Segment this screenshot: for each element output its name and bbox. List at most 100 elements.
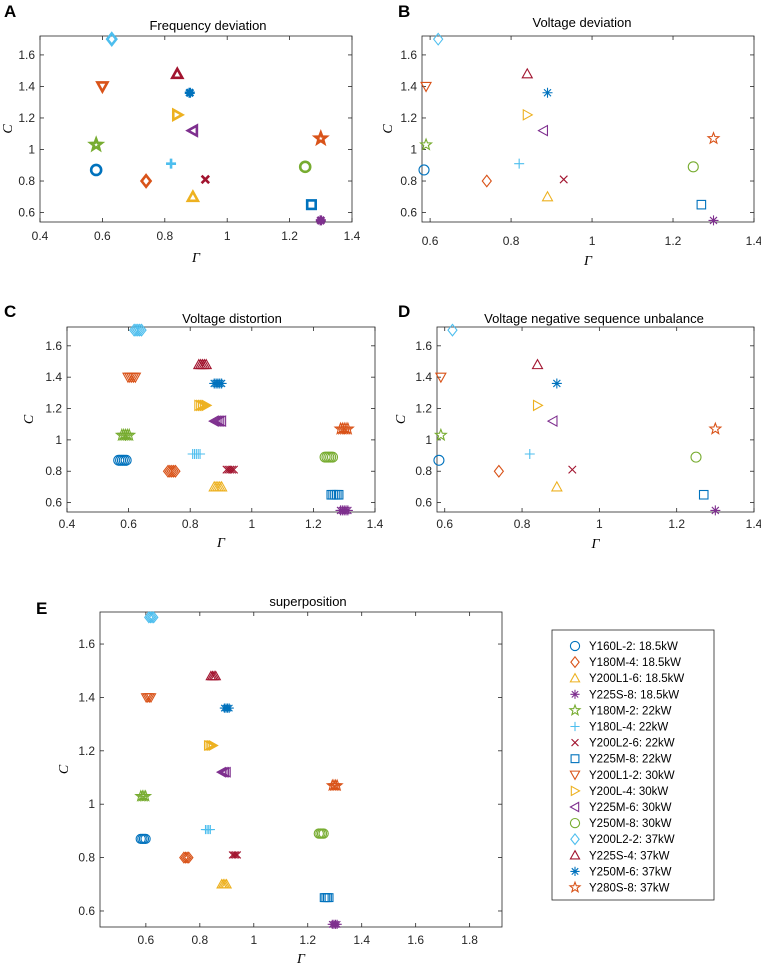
data-point-y250m-6 (224, 703, 234, 713)
x-tick-label: 1.8 (461, 933, 478, 947)
legend-entry: Y225S-4: 37kW (589, 850, 670, 862)
data-point-y200l2-2 (136, 323, 147, 337)
data-point-y200l2-6 (559, 175, 568, 184)
data-point-y225s-4 (521, 67, 534, 79)
data-point-y200l1-6 (221, 878, 233, 889)
data-point-y160l-2 (433, 454, 445, 466)
data-point-y225m-8 (328, 489, 338, 500)
data-point-y280s-8 (708, 421, 723, 435)
data-point-y250m-8 (298, 160, 312, 174)
data-point-y160l-2 (418, 164, 430, 176)
x-tick-label: 1.2 (299, 933, 316, 947)
legend-entry: Y225M-8: 22kW (589, 754, 672, 766)
y-tick-label: 1 (410, 142, 417, 156)
y-tick-label: 1 (28, 142, 35, 156)
data-point-y180m-4 (180, 851, 191, 864)
legend-marker-y160l-2 (569, 640, 581, 652)
legend-marker-y225m-6 (569, 801, 580, 813)
panel-b: B Voltage deviation 0.6 0.8 1 1.2 1.4 0.6 0.8 1… (381, 2, 761, 269)
x-axis-label: Γ (296, 952, 306, 965)
data-point-y250m-8 (326, 451, 339, 463)
data-point-y200l2-2 (148, 611, 159, 624)
x-tick-label: 1 (250, 933, 257, 947)
data-point-y200l1-2 (420, 81, 432, 93)
x-tick-label: 0.8 (191, 933, 208, 947)
legend-entry: Y280S-8: 37kW (589, 883, 670, 895)
x-tick-label: 0.6 (94, 229, 111, 243)
legend-entry: Y160L-2: 18.5kW (589, 641, 678, 653)
data-point-y200l1-2 (434, 372, 447, 384)
y-tick-label: 1.4 (18, 79, 35, 93)
data-point-y200l2-6 (233, 851, 242, 859)
data-point-y200l1-2 (95, 81, 110, 95)
data-point-y200l-4 (203, 739, 214, 752)
data-point-y200l-4 (201, 399, 213, 412)
legend-marker-y180m-4 (570, 655, 580, 669)
legend-entry: Y225S-8: 18.5kW (589, 689, 679, 701)
panel-b-title: Voltage deviation (532, 15, 631, 30)
y-tick-label: 0.6 (400, 206, 417, 220)
y-tick-label: 1.2 (45, 402, 62, 416)
y-tick-label: 0.8 (400, 174, 417, 188)
data-point-y160l-2 (89, 163, 103, 177)
data-point-y225m-6 (546, 415, 558, 428)
legend-entry: Y250M-8: 30kW (589, 818, 672, 830)
data-point-y160l-2 (140, 833, 151, 845)
data-point-y280s-8 (340, 421, 355, 435)
data-point-y200l1-6 (185, 189, 201, 203)
x-axis-label: Γ (216, 536, 226, 551)
data-point-y200l-4 (207, 739, 218, 752)
data-point-y225m-6 (208, 415, 219, 428)
panel-c-plot: 0.4 0.6 0.8 1 1.2 1.4 0.6 0.8 1 1.2 1.4 1.6 Γ C (22, 323, 384, 551)
legend-box (551, 629, 715, 901)
legend-marker-y250m-8 (569, 817, 581, 829)
data-point-y225s-8 (315, 215, 326, 226)
panel-e-label: E (36, 599, 47, 618)
panel-e: E superposition 0.6 0.8 1 1.2 1.4 1.6 1.80.60.… (36, 594, 503, 965)
data-point-y225s-4 (208, 670, 220, 681)
y-tick-label: 1.4 (78, 690, 95, 704)
y-tick-label: 0.6 (78, 904, 95, 918)
data-point-y225m-6 (219, 766, 230, 778)
panel-a-plot: 0.4 0.6 0.8 1 1.2 1.4 0.6 0.8 1 1.2 1.4 1.6 Γ C (1, 31, 361, 266)
data-point-y225s-4 (210, 670, 222, 681)
data-point-y180m-2 (139, 789, 153, 802)
panel-d-title: Voltage negative sequence unbalance (484, 311, 704, 326)
data-point-y225m-8 (330, 489, 340, 500)
y-tick-label: 1.2 (18, 111, 35, 125)
data-point-y225m-8 (696, 199, 707, 210)
plot-frame (99, 611, 503, 928)
data-point-y225s-4 (200, 358, 213, 370)
data-point-y250m-8 (318, 828, 329, 839)
data-point-y180m-4 (166, 464, 177, 478)
data-point-y200l1-2 (145, 693, 157, 704)
y-tick-label: 0.8 (45, 464, 62, 478)
data-point-y225s-8 (342, 505, 353, 516)
data-point-y225m-6 (220, 766, 231, 778)
data-point-y200l2-2 (105, 31, 118, 48)
panel-d-plot: 0.6 0.8 1 1.2 1.4 0.6 0.8 1 1.2 1.4 1.6 Γ C (394, 323, 761, 552)
data-point-y225s-4 (170, 66, 185, 80)
x-tick-label: 0.8 (514, 517, 531, 531)
x-tick-label: 1.2 (281, 229, 298, 243)
y-axis-label: C (22, 414, 37, 424)
panel-c-title: Voltage distortion (182, 311, 282, 326)
panel-e-title: superposition (269, 594, 346, 609)
x-tick-label: 0.6 (120, 517, 137, 531)
data-point-y200l2-6 (227, 465, 237, 474)
legend-entry: Y200L2-6: 22kW (589, 738, 675, 750)
y-tick-label: 1.6 (78, 637, 95, 651)
x-tick-label: 1 (596, 517, 603, 531)
x-tick-label: 0.8 (156, 229, 173, 243)
data-point-y200l1-6 (541, 190, 554, 202)
data-point-y250m-8 (687, 161, 699, 173)
data-point-y200l2-2 (134, 323, 145, 337)
y-axis-label: C (1, 124, 16, 134)
x-tick-label: 0.6 (436, 517, 453, 531)
y-axis-label: C (394, 414, 409, 424)
y-axis-label: C (57, 764, 72, 774)
data-point-y180m-2 (87, 135, 106, 153)
data-point-y225s-8 (708, 215, 719, 226)
legend-marker-y200l-4 (570, 785, 581, 797)
data-point-y225s-8 (332, 919, 342, 929)
